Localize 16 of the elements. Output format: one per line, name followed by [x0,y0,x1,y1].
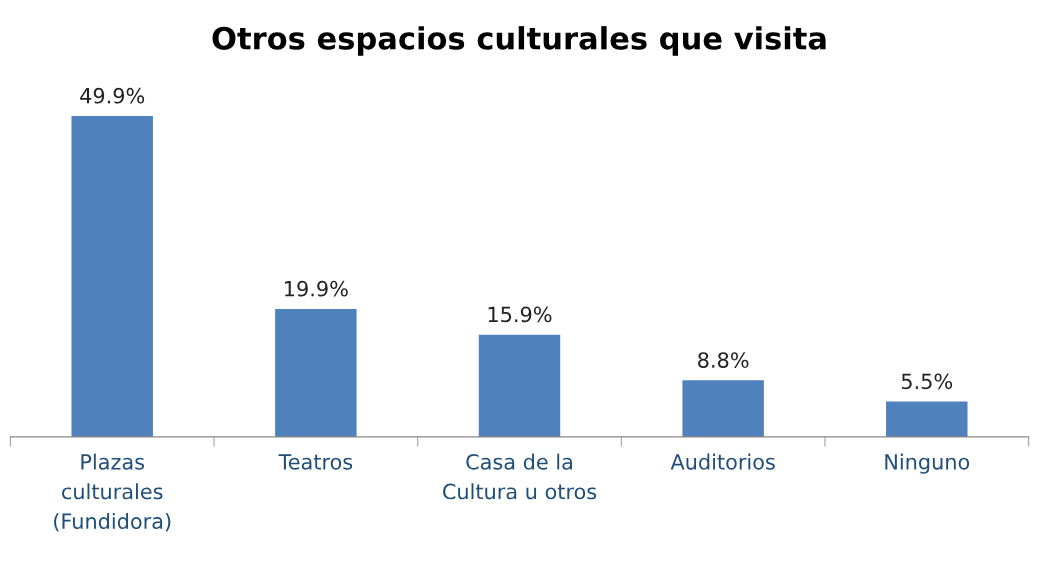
data-label: 5.5% [901,373,953,390]
x-tick-label: Ninguno [885,453,970,474]
bar [886,401,968,437]
data-label: 49.9% [80,87,145,104]
x-tick-label: Casa de la Cultura u otros [443,453,597,500]
x-tick-label: Auditorios [670,453,775,470]
bar [275,308,357,437]
bar [478,334,561,437]
data-label: 19.9% [285,280,348,297]
x-tick-label: Teatros [278,454,353,470]
bar [71,115,153,437]
data-label: 15.9% [488,306,552,323]
x-tick-label: Plazas culturales (Fundidora) [54,453,171,532]
chart-title: Otros espacios culturales que visita [212,26,826,56]
bar [682,380,764,437]
data-label: 8.8% [698,352,749,368]
